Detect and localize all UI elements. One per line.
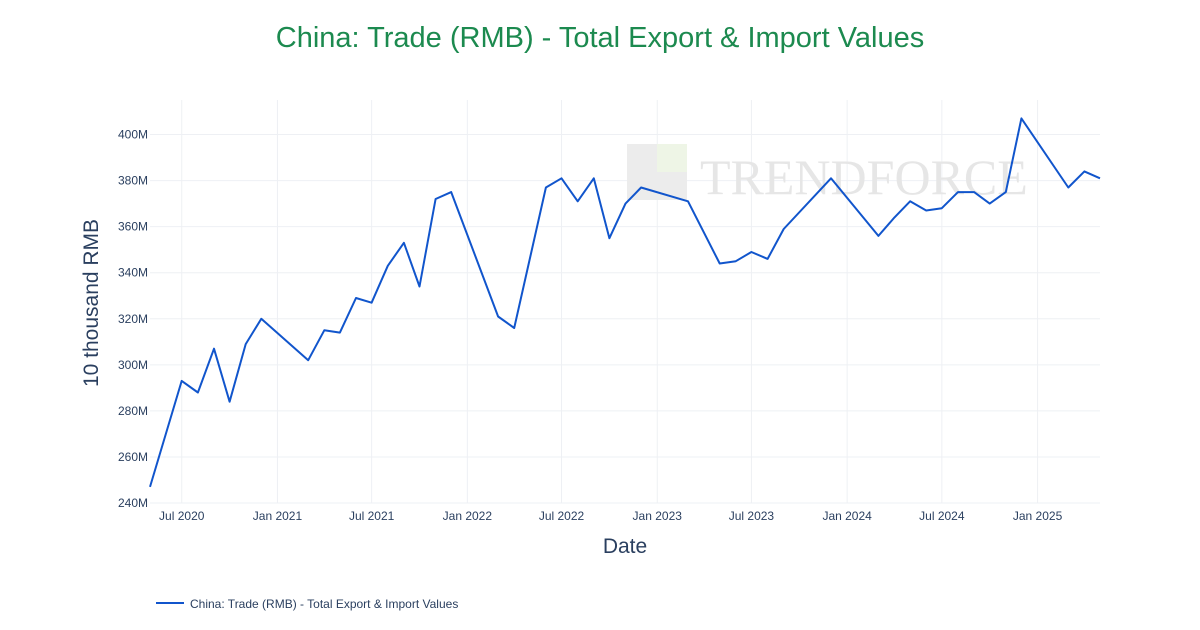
data-point[interactable] [416,284,422,290]
data-point[interactable] [353,295,359,301]
x-tick-label: Jul 2021 [349,509,395,523]
series-layer [147,115,1103,490]
data-point[interactable] [781,226,787,232]
data-point[interactable] [575,198,581,204]
data-point[interactable] [179,378,185,384]
y-tick-label: 340M [118,266,148,280]
data-point[interactable] [433,196,439,202]
data-point[interactable] [448,189,454,195]
data-point[interactable] [717,261,723,267]
data-point[interactable] [385,263,391,269]
x-tick-label: Jan 2022 [443,509,493,523]
data-point[interactable] [1018,115,1024,121]
data-point[interactable] [955,189,961,195]
data-point[interactable] [828,175,834,181]
y-tick-label: 260M [118,450,148,464]
x-tick-label: Jul 2024 [919,509,965,523]
x-tick-label: Jan 2021 [253,509,303,523]
x-tick-label: Jul 2022 [539,509,585,523]
data-point[interactable] [258,316,264,322]
data-point[interactable] [243,341,249,347]
data-point[interactable] [1003,189,1009,195]
x-tick-label: Jul 2020 [159,509,205,523]
data-point[interactable] [227,399,233,405]
data-point[interactable] [733,258,739,264]
data-point[interactable] [623,201,629,207]
legend[interactable]: China: Trade (RMB) - Total Export & Impo… [156,597,458,611]
data-point[interactable] [685,198,691,204]
y-axis-title: 10 thousand RMB [80,219,103,387]
data-point[interactable] [765,256,771,262]
legend-label: China: Trade (RMB) - Total Export & Impo… [190,597,458,611]
data-point[interactable] [939,205,945,211]
x-tick-label: Jul 2023 [729,509,775,523]
chart-title: China: Trade (RMB) - Total Export & Impo… [275,22,925,54]
series-line[interactable] [149,117,1101,488]
data-point[interactable] [1081,168,1087,174]
trendforce-watermark: TRENDFORCE [627,144,1028,205]
y-tick-label: 240M [118,496,148,510]
data-point[interactable] [495,313,501,319]
data-point[interactable] [748,249,754,255]
x-axis-title: Date [603,535,647,558]
data-point[interactable] [638,185,644,191]
y-tick-label: 300M [118,358,148,372]
data-point[interactable] [401,240,407,246]
x-tick-label: Jan 2024 [822,509,872,523]
y-tick-label: 400M [118,128,148,142]
data-point[interactable] [543,185,549,191]
data-point[interactable] [211,346,217,352]
data-point[interactable] [891,214,897,220]
data-point[interactable] [875,233,881,239]
y-tick-label: 280M [118,404,148,418]
data-point[interactable] [511,325,517,331]
y-tick-label: 380M [118,174,148,188]
watermark-logo-accent-icon [657,144,687,172]
data-point[interactable] [1065,185,1071,191]
data-point[interactable] [923,208,929,214]
data-point[interactable] [321,327,327,333]
data-point[interactable] [591,175,597,181]
x-axis-ticks: Jul 2020 Jan 2021 Jul 2021 Jan 2022 Jul 2022… [159,509,1063,523]
x-tick-label: Jan 2023 [633,509,683,523]
data-point[interactable] [147,484,153,490]
x-tick-label: Jan 2025 [1013,509,1063,523]
data-point[interactable] [305,357,311,363]
data-point[interactable] [606,235,612,241]
y-axis-ticks: 240M 260M 280M 300M 320M 340M 360M 380M 400M [118,128,148,510]
data-point[interactable] [907,198,913,204]
data-point[interactable] [987,201,993,207]
y-tick-label: 360M [118,220,148,234]
data-point[interactable] [369,300,375,306]
gridlines [150,100,1100,504]
data-point[interactable] [559,175,565,181]
data-point[interactable] [337,330,343,336]
y-tick-label: 320M [118,312,148,326]
data-point[interactable] [971,189,977,195]
watermark-text: TRENDFORCE [700,149,1028,205]
data-point[interactable] [195,389,201,395]
data-point[interactable] [1097,175,1103,181]
